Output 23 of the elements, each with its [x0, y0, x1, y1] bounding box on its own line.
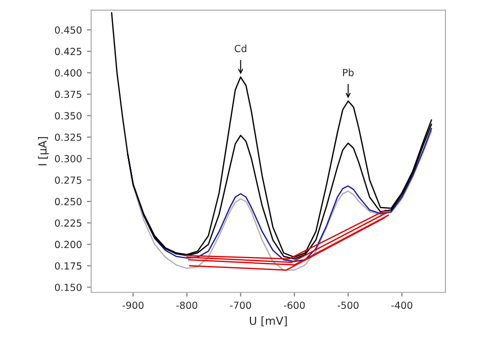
y-axis-title: I [µA]	[38, 137, 49, 166]
y-tick-label: 0.400	[54, 69, 82, 77]
y-tick-label: 0.375	[54, 90, 82, 98]
y-tick-label: 0.325	[54, 134, 82, 141]
y-tick-label: 0.225	[54, 219, 82, 227]
x-tick-label: -600	[284, 302, 305, 309]
y-tick-label: 0.275	[54, 176, 82, 184]
y-tick-label: 0.425	[54, 48, 82, 56]
annotation: Pb	[343, 68, 354, 76]
y-tick-label: 0.150	[54, 284, 82, 292]
y-tick-label: 0.450	[54, 26, 82, 34]
x-tick-label: -700	[230, 302, 252, 309]
y-tick-label: 0.175	[54, 262, 82, 270]
x-tick-label: -500	[338, 302, 359, 309]
y-tick-label: 0.300	[54, 155, 82, 162]
x-tick-label: -800	[176, 302, 198, 309]
x-tick-label: -400	[391, 302, 412, 309]
y-tick-label: 0.250	[54, 198, 82, 206]
y-tick-label: 0.350	[54, 112, 82, 120]
x-tick-label: -900	[122, 302, 144, 309]
x-axis-title: U [mV]	[250, 316, 287, 326]
y-tick-label: 0.200	[54, 240, 82, 248]
annotation: Cd	[234, 44, 246, 52]
